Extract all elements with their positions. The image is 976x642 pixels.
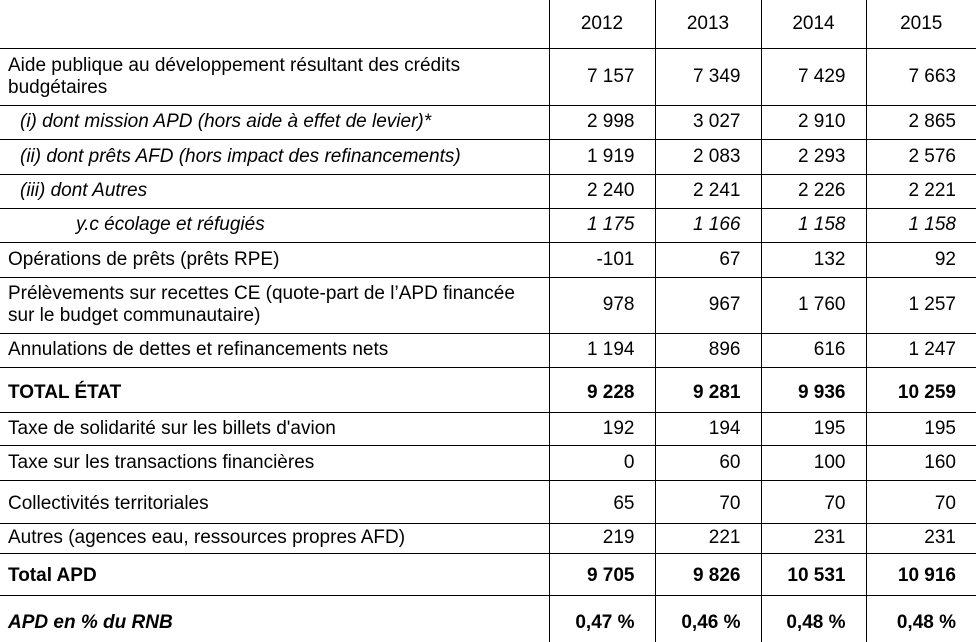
value-cell: 1 175: [548, 207, 656, 243]
value-cell: 616: [760, 332, 867, 368]
value-cell: 92: [865, 241, 976, 278]
header-row: 2012 2013 2014 2015: [0, 0, 976, 49]
row-label: y.c écolage et réfugiés: [0, 207, 550, 243]
value-cell: 231: [760, 522, 867, 554]
value-cell: 1 760: [760, 276, 867, 334]
value-cell: 1 166: [654, 207, 762, 243]
value-cell: 70: [654, 479, 762, 524]
value-cell: 2 241: [654, 173, 762, 209]
value-cell: 978: [548, 276, 656, 334]
value-cell: 7 663: [865, 47, 976, 106]
year-column-header: 2013: [654, 0, 762, 49]
row-label: Aide publique au développement résultant…: [0, 47, 550, 106]
row-label: Collectivités territoriales: [0, 479, 550, 524]
corner-empty-cell: [0, 0, 550, 49]
row-label: Opérations de prêts (prêts RPE): [0, 241, 550, 278]
value-cell: 2 865: [865, 104, 976, 140]
value-cell: 0,46 %: [654, 594, 762, 642]
value-cell: 70: [760, 479, 867, 524]
value-cell: 195: [760, 411, 867, 446]
value-cell: 219: [548, 522, 656, 554]
value-cell: 65: [548, 479, 656, 524]
table-row-dont-mission-apd: (i) dont mission APD (hors aide à effet …: [0, 104, 976, 140]
value-cell: 60: [654, 444, 762, 481]
value-cell: 3 027: [654, 104, 762, 140]
value-cell: 194: [654, 411, 762, 446]
value-cell: 100: [760, 444, 867, 481]
value-cell: 2 240: [548, 173, 656, 209]
table-row-ecolage-refugies: y.c écolage et réfugiés 1 175 1 166 1 15…: [0, 207, 976, 243]
row-label: Taxe sur les transactions financières: [0, 444, 550, 481]
row-label: Taxe de solidarité sur les billets d'avi…: [0, 411, 550, 446]
year-column-header: 2012: [548, 0, 656, 49]
value-cell: 0,47 %: [548, 594, 656, 642]
value-cell: 2 293: [760, 138, 867, 175]
row-label: TOTAL ÉTAT: [0, 366, 550, 413]
table-row-autres-agences: Autres (agences eau, ressources propres …: [0, 522, 976, 554]
table-row-collectivites-territoriales: Collectivités territoriales 65 70 70 70: [0, 479, 976, 524]
value-cell: 10 259: [865, 366, 976, 413]
table-row-taxe-solidarite-avion: Taxe de solidarité sur les billets d'avi…: [0, 411, 976, 446]
value-cell: 10 531: [760, 552, 867, 596]
table-row-total-etat: TOTAL ÉTAT 9 228 9 281 9 936 10 259: [0, 366, 976, 413]
year-column-header: 2014: [760, 0, 867, 49]
value-cell: 67: [654, 241, 762, 278]
row-label: Prélèvements sur recettes CE (quote-part…: [0, 276, 550, 334]
value-cell: 0: [548, 444, 656, 481]
row-label: Autres (agences eau, ressources propres …: [0, 522, 550, 554]
row-label: (ii) dont prêts AFD (hors impact des ref…: [0, 138, 550, 175]
value-cell: 9 281: [654, 366, 762, 413]
value-cell: 2 576: [865, 138, 976, 175]
value-cell: 0,48 %: [760, 594, 867, 642]
value-cell: 896: [654, 332, 762, 368]
value-cell: 2 910: [760, 104, 867, 140]
value-cell: 221: [654, 522, 762, 554]
value-cell: 1 919: [548, 138, 656, 175]
row-label: APD en % du RNB: [0, 594, 550, 642]
value-cell: 1 194: [548, 332, 656, 368]
table-row-operations-prets: Opérations de prêts (prêts RPE) -101 67 …: [0, 241, 976, 278]
table-row-annulations-dettes: Annulations de dettes et refinancements …: [0, 332, 976, 368]
row-label: Total APD: [0, 552, 550, 596]
value-cell: 9 936: [760, 366, 867, 413]
value-cell: 192: [548, 411, 656, 446]
table-row-taxe-transactions-financieres: Taxe sur les transactions financières 0 …: [0, 444, 976, 481]
table-row-dont-autres: (iii) dont Autres 2 240 2 241 2 226 2 22…: [0, 173, 976, 209]
value-cell: 9 705: [548, 552, 656, 596]
value-cell: 967: [654, 276, 762, 334]
value-cell: 1 158: [865, 207, 976, 243]
value-cell: 9 826: [654, 552, 762, 596]
table-row-aide-publique: Aide publique au développement résultant…: [0, 47, 976, 106]
value-cell: 10 916: [865, 552, 976, 596]
value-cell: 2 998: [548, 104, 656, 140]
value-cell: 2 221: [865, 173, 976, 209]
value-cell: 7 429: [760, 47, 867, 106]
value-cell: 195: [865, 411, 976, 446]
row-label: (iii) dont Autres: [0, 173, 550, 209]
table-row-total-apd: Total APD 9 705 9 826 10 531 10 916: [0, 552, 976, 596]
row-label: (i) dont mission APD (hors aide à effet …: [0, 104, 550, 140]
value-cell: 0,48 %: [865, 594, 976, 642]
value-cell: 70: [865, 479, 976, 524]
table-row-apd-pct-rnb: APD en % du RNB 0,47 % 0,46 % 0,48 % 0,4…: [0, 594, 976, 642]
value-cell: 160: [865, 444, 976, 481]
row-label: Annulations de dettes et refinancements …: [0, 332, 550, 368]
value-cell: 231: [865, 522, 976, 554]
value-cell: 132: [760, 241, 867, 278]
value-cell: 1 257: [865, 276, 976, 334]
year-column-header: 2015: [865, 0, 976, 49]
value-cell: -101: [548, 241, 656, 278]
value-cell: 9 228: [548, 366, 656, 413]
value-cell: 1 158: [760, 207, 867, 243]
table-row-prelevements-recettes-ce: Prélèvements sur recettes CE (quote-part…: [0, 276, 976, 334]
value-cell: 1 247: [865, 332, 976, 368]
value-cell: 7 349: [654, 47, 762, 106]
value-cell: 2 083: [654, 138, 762, 175]
value-cell: 7 157: [548, 47, 656, 106]
value-cell: 2 226: [760, 173, 867, 209]
table-row-dont-prets-afd: (ii) dont prêts AFD (hors impact des ref…: [0, 138, 976, 175]
